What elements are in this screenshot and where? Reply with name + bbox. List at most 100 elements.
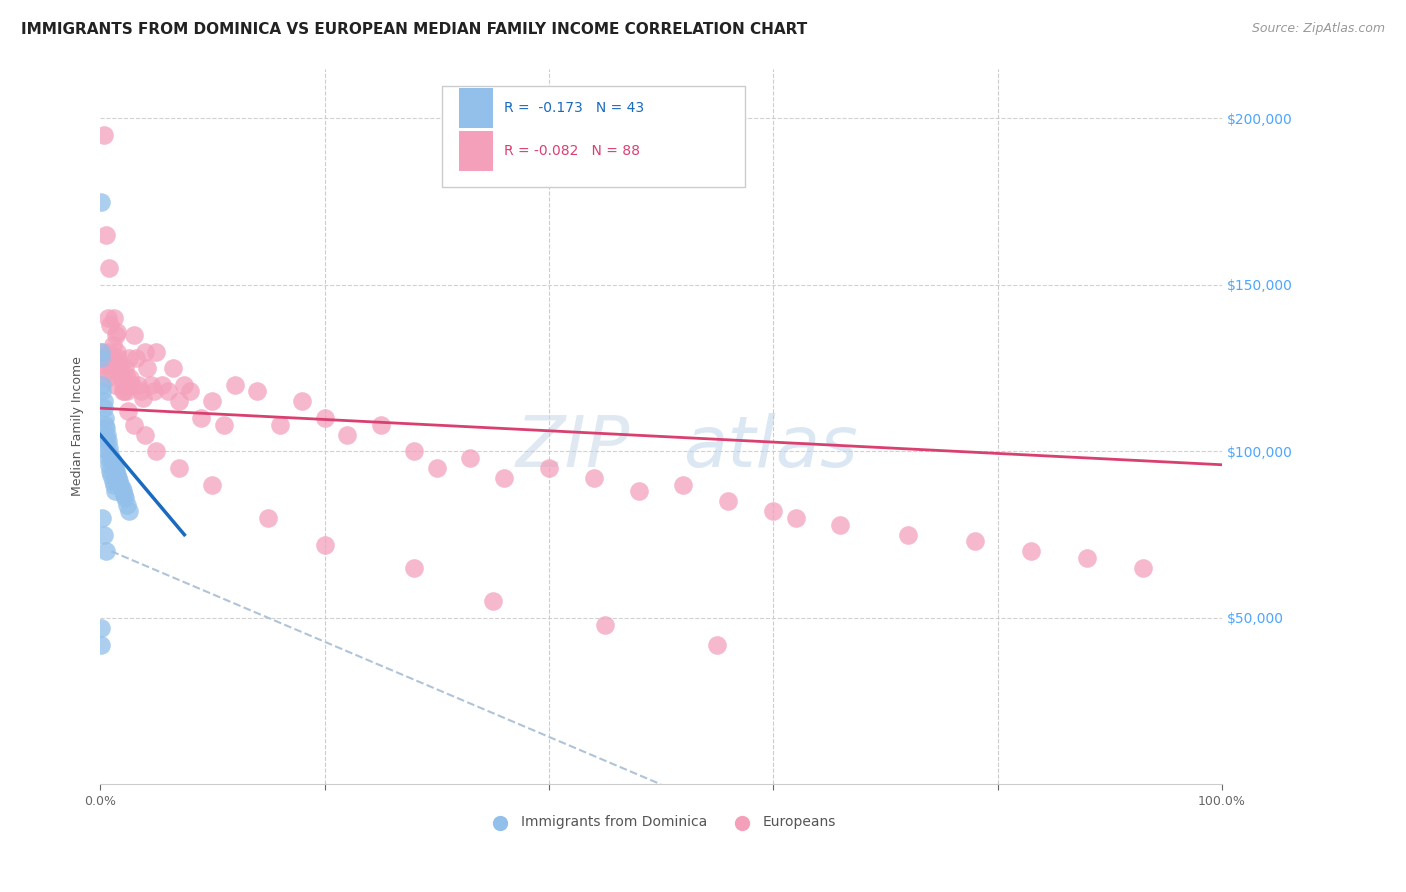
Point	[120, 371, 142, 385]
Point	[762, 504, 785, 518]
Point	[90, 194, 112, 209]
Point	[830, 517, 852, 532]
Point	[93, 401, 115, 416]
Point	[96, 371, 118, 385]
Point	[103, 351, 125, 366]
Point	[627, 484, 650, 499]
Point	[98, 344, 121, 359]
Point	[167, 394, 190, 409]
Point	[105, 467, 128, 482]
Point	[593, 617, 616, 632]
Point	[162, 361, 184, 376]
Point	[101, 338, 124, 352]
Point	[145, 344, 167, 359]
Text: R =  -0.173   N = 43: R = -0.173 N = 43	[503, 101, 644, 115]
Point	[117, 404, 139, 418]
Point	[336, 427, 359, 442]
Point	[104, 327, 127, 342]
Point	[98, 441, 121, 455]
Point	[93, 394, 115, 409]
Point	[150, 377, 173, 392]
Point	[370, 417, 392, 432]
Point	[134, 427, 156, 442]
Point	[101, 475, 124, 489]
Point	[672, 477, 695, 491]
Point	[314, 538, 336, 552]
Point	[537, 461, 560, 475]
Point	[98, 458, 121, 472]
Point	[179, 384, 201, 399]
Point	[717, 494, 740, 508]
Point	[97, 451, 120, 466]
Point	[115, 368, 138, 382]
Point	[115, 498, 138, 512]
Point	[897, 527, 920, 541]
Point	[91, 384, 114, 399]
Point	[98, 261, 121, 276]
Point	[122, 417, 145, 432]
Point	[98, 448, 121, 462]
Point	[112, 384, 135, 399]
Point	[257, 511, 280, 525]
Point	[110, 477, 132, 491]
Point	[118, 504, 141, 518]
Point	[97, 311, 120, 326]
Point	[212, 417, 235, 432]
Point	[167, 461, 190, 475]
Point	[224, 377, 246, 392]
Point	[105, 325, 128, 339]
Point	[460, 451, 482, 466]
FancyBboxPatch shape	[460, 88, 492, 128]
Point	[93, 527, 115, 541]
Point	[201, 477, 224, 491]
Point	[104, 484, 127, 499]
Point	[114, 361, 136, 376]
Point	[173, 377, 195, 392]
Point	[110, 365, 132, 379]
Point	[91, 511, 114, 525]
Point	[93, 417, 115, 432]
Point	[108, 475, 131, 489]
Point	[706, 638, 728, 652]
Point	[110, 481, 132, 495]
Point	[100, 361, 122, 376]
Point	[269, 417, 291, 432]
Point	[112, 488, 135, 502]
Point	[104, 464, 127, 478]
Point	[118, 351, 141, 366]
Point	[90, 621, 112, 635]
Point	[108, 358, 131, 372]
Point	[107, 351, 129, 366]
Point	[107, 471, 129, 485]
Point	[90, 344, 112, 359]
Point	[94, 421, 117, 435]
Point	[90, 351, 112, 366]
Point	[94, 431, 117, 445]
Point	[111, 384, 134, 399]
Point	[93, 358, 115, 372]
Point	[96, 427, 118, 442]
Point	[492, 471, 515, 485]
Point	[481, 594, 503, 608]
Point	[404, 444, 426, 458]
Y-axis label: Median Family Income: Median Family Income	[72, 357, 84, 496]
Point	[91, 344, 114, 359]
Point	[117, 377, 139, 392]
Point	[1132, 561, 1154, 575]
Point	[404, 561, 426, 575]
Point	[201, 394, 224, 409]
Point	[111, 484, 134, 499]
Point	[426, 461, 449, 475]
Point	[110, 371, 132, 385]
Point	[122, 327, 145, 342]
Point	[103, 458, 125, 472]
Point	[134, 344, 156, 359]
Point	[965, 534, 987, 549]
Point	[582, 471, 605, 485]
Point	[93, 351, 115, 366]
Point	[314, 411, 336, 425]
Point	[100, 451, 122, 466]
Point	[90, 638, 112, 652]
Point	[104, 377, 127, 392]
Point	[97, 434, 120, 449]
